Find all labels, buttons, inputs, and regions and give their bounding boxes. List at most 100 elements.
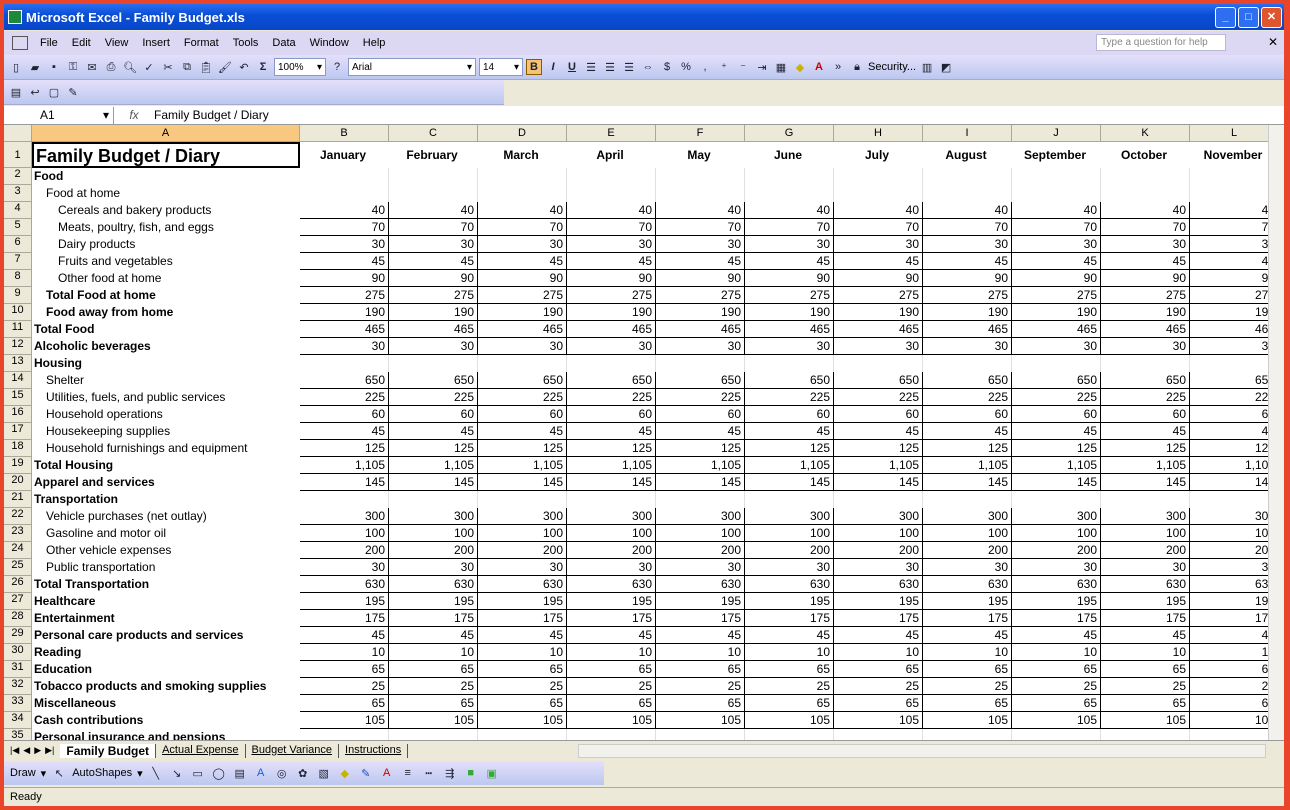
security-icon[interactable]: 🔒︎ [854, 60, 860, 73]
value-cell[interactable]: 145 [1012, 474, 1101, 491]
line-icon[interactable]: ╲ [152, 767, 159, 780]
italic-button[interactable]: I [551, 61, 555, 73]
month-header-cell[interactable]: May [687, 148, 711, 162]
value-cell[interactable]: 45 [923, 627, 1012, 644]
row-label-cell[interactable]: Tobacco products and smoking supplies [34, 679, 267, 693]
value-cell[interactable]: 30 [923, 559, 1012, 576]
horizontal-scrollbar[interactable] [578, 744, 1266, 758]
value-cell[interactable]: 70 [389, 219, 478, 236]
value-cell[interactable]: 200 [834, 542, 923, 559]
value-cell[interactable]: 30 [1012, 338, 1101, 355]
value-cell[interactable]: 90 [923, 270, 1012, 287]
sheet-tab-budget-variance[interactable]: Budget Variance [246, 743, 340, 758]
print-preview-icon[interactable]: 🔍︎ [123, 61, 137, 74]
value-cell[interactable]: 275 [389, 287, 478, 304]
value-cell[interactable]: 125 [656, 440, 745, 457]
value-cell[interactable]: 125 [389, 440, 478, 457]
merge-center-icon[interactable]: ⇔ [642, 61, 654, 73]
value-cell[interactable]: 105 [745, 712, 834, 729]
value-cell[interactable]: 190 [1101, 304, 1190, 321]
value-cell[interactable]: 1,105 [1012, 457, 1101, 474]
column-header[interactable]: E [567, 125, 656, 142]
value-cell[interactable]: 30 [300, 236, 389, 253]
row-label-cell[interactable]: Housing [34, 356, 82, 370]
value-cell[interactable]: 145 [923, 474, 1012, 491]
close-workbook-icon[interactable]: ✕ [1267, 35, 1278, 49]
value-cell[interactable]: 30 [478, 236, 567, 253]
value-cell[interactable]: 40 [1101, 202, 1190, 219]
borders-icon[interactable]: ▦ [775, 61, 787, 74]
row-label-cell[interactable]: Total Housing [34, 458, 114, 472]
value-cell[interactable] [656, 491, 745, 508]
row-number[interactable]: 13 [4, 355, 32, 372]
row-label-cell[interactable]: Food [34, 169, 64, 183]
value-cell[interactable]: 90 [567, 270, 656, 287]
arrow-icon[interactable]: ↘ [172, 767, 182, 780]
row-label-cell[interactable]: Personal care products and services [34, 628, 244, 642]
value-cell[interactable] [656, 355, 745, 372]
currency-icon[interactable]: $ [663, 61, 671, 73]
open-icon[interactable]: ▰ [30, 61, 40, 74]
value-cell[interactable] [567, 491, 656, 508]
menu-file[interactable]: File [40, 37, 58, 49]
value-cell[interactable]: 300 [300, 508, 389, 525]
month-header-cell[interactable]: August [945, 148, 987, 162]
value-cell[interactable]: 225 [300, 389, 389, 406]
value-cell[interactable]: 1,105 [478, 457, 567, 474]
value-cell[interactable]: 30 [834, 338, 923, 355]
value-cell[interactable]: 10 [1012, 644, 1101, 661]
value-cell[interactable] [1101, 168, 1190, 185]
fx-icon[interactable]: fx [129, 108, 139, 122]
value-cell[interactable]: 30 [389, 338, 478, 355]
value-cell[interactable]: 65 [300, 695, 389, 712]
menu-help[interactable]: Help [362, 37, 386, 49]
value-cell[interactable]: 630 [478, 576, 567, 593]
reply-icon[interactable]: ↩ [30, 86, 40, 99]
row-number[interactable]: 2 [4, 168, 32, 185]
value-cell[interactable]: 225 [923, 389, 1012, 406]
value-cell[interactable]: 145 [656, 474, 745, 491]
value-cell[interactable]: 30 [1190, 236, 1268, 253]
row-number[interactable]: 6 [4, 236, 32, 253]
value-cell[interactable]: 190 [745, 304, 834, 321]
value-cell[interactable]: 190 [923, 304, 1012, 321]
row-label-cell[interactable]: Other vehicle expenses [46, 543, 172, 557]
value-cell[interactable]: 60 [745, 406, 834, 423]
value-cell[interactable]: 125 [478, 440, 567, 457]
value-cell[interactable]: 175 [389, 610, 478, 627]
value-cell[interactable]: 90 [745, 270, 834, 287]
value-cell[interactable]: 25 [1012, 678, 1101, 695]
value-cell[interactable] [300, 355, 389, 372]
value-cell[interactable]: 65 [834, 695, 923, 712]
row-number[interactable]: 34 [4, 712, 32, 729]
permission-icon[interactable]: ⚿ [68, 60, 78, 73]
row-number[interactable]: 24 [4, 542, 32, 559]
value-cell[interactable]: 650 [300, 372, 389, 389]
value-cell[interactable]: 1,105 [745, 457, 834, 474]
value-cell[interactable]: 30 [656, 236, 745, 253]
value-cell[interactable]: 10 [656, 644, 745, 661]
value-cell[interactable] [656, 729, 745, 740]
value-cell[interactable]: 45 [1190, 253, 1268, 270]
value-cell[interactable]: 175 [567, 610, 656, 627]
row-label-cell[interactable]: Total Food [34, 322, 95, 336]
diagram-icon[interactable]: ◎ [276, 767, 287, 780]
value-cell[interactable]: 70 [478, 219, 567, 236]
font-combo[interactable]: Arial ▾ [348, 58, 476, 76]
month-header-cell[interactable]: March [503, 148, 539, 162]
value-cell[interactable]: 1,105 [656, 457, 745, 474]
row-label-cell[interactable]: Food away from home [46, 305, 174, 319]
value-cell[interactable] [745, 355, 834, 372]
row-number[interactable]: 20 [4, 474, 32, 491]
align-left-icon[interactable]: ☰ [586, 61, 596, 74]
value-cell[interactable]: 175 [478, 610, 567, 627]
value-cell[interactable] [478, 491, 567, 508]
value-cell[interactable] [567, 168, 656, 185]
row-number[interactable]: 29 [4, 627, 32, 644]
value-cell[interactable]: 60 [567, 406, 656, 423]
value-cell[interactable]: 45 [656, 253, 745, 270]
value-cell[interactable] [1190, 729, 1268, 740]
value-cell[interactable]: 25 [923, 678, 1012, 695]
month-header-cell[interactable]: July [864, 148, 889, 162]
row-number[interactable]: 23 [4, 525, 32, 542]
